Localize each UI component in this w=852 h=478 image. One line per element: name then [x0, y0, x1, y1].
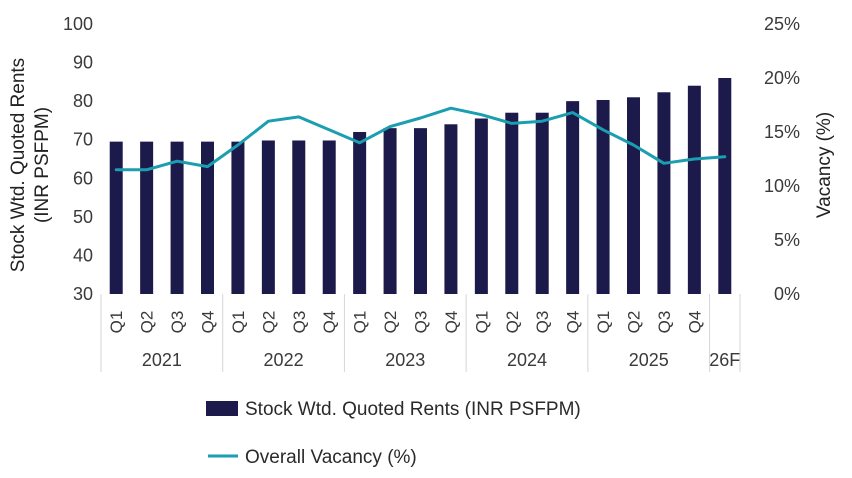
- left-y-tick-label: 90: [73, 53, 93, 73]
- legend: Stock Wtd. Quoted Rents (INR PSFPM) Over…: [206, 399, 581, 468]
- x-group-label: 2023: [385, 350, 425, 370]
- left-y-tick-label: 50: [73, 207, 93, 227]
- rent-bar: [596, 99, 610, 294]
- x-category-label: Q4: [320, 311, 339, 334]
- rent-bar: [322, 140, 336, 294]
- left-y-tick-label: 100: [63, 14, 93, 34]
- rent-bar: [170, 141, 184, 294]
- rent-bar: [261, 140, 275, 294]
- rent-bar: [474, 118, 488, 294]
- x-category-label: Q3: [412, 311, 431, 334]
- right-y-axis: 0% 5% 10% 15% 20% 25%: [764, 14, 800, 304]
- right-y-axis-title: Vacancy (%): [814, 112, 835, 218]
- x-category-label: Q3: [168, 311, 187, 334]
- x-category-label: Q4: [199, 311, 218, 334]
- x-category-label: Q2: [625, 311, 644, 334]
- left-y-tick-label: 40: [73, 245, 93, 265]
- x-category-label: Q1: [229, 311, 248, 334]
- right-y-tick-label: 0%: [774, 284, 800, 304]
- rent-bar: [657, 92, 671, 295]
- rent-bar: [535, 112, 549, 294]
- x-category-label: Q3: [655, 311, 674, 334]
- rent-bar: [718, 78, 732, 294]
- line-series: [114, 106, 727, 172]
- x-category-label: Q3: [290, 311, 309, 334]
- rent-bar: [566, 101, 580, 295]
- rent-bar: [505, 112, 519, 294]
- x-group-label: 2021: [142, 350, 182, 370]
- x-group-label: 2024: [507, 350, 547, 370]
- x-group-label: 26F: [709, 350, 740, 370]
- x-category-label: Q1: [594, 311, 613, 334]
- x-category-label: Q4: [685, 311, 704, 334]
- rent-bar: [231, 141, 245, 294]
- legend-line-label: Overall Vacancy (%): [245, 447, 417, 468]
- left-y-tick-label: 60: [73, 168, 93, 188]
- rent-bar: [414, 128, 427, 294]
- left-y-tick-label: 80: [73, 91, 93, 111]
- x-category-label: Q1: [107, 311, 126, 334]
- rent-bar: [383, 128, 397, 294]
- left-y-tick-label: 70: [73, 130, 93, 150]
- rent-bar: [627, 97, 640, 295]
- x-category-label: Q3: [533, 311, 552, 334]
- legend-bar-swatch: [206, 401, 238, 416]
- x-category-label: Q4: [564, 311, 583, 334]
- rent-bar: [353, 132, 367, 294]
- rent-bar: [687, 85, 701, 294]
- rent-bar: [140, 141, 154, 294]
- x-category-label: Q2: [381, 311, 400, 334]
- x-category-label: Q1: [351, 311, 370, 334]
- right-y-tick-label: 5%: [774, 230, 800, 250]
- legend-bar-label: Stock Wtd. Quoted Rents (INR PSFPM): [245, 399, 581, 420]
- rent-bar: [292, 140, 306, 294]
- x-group-label: 2022: [264, 350, 304, 370]
- rent-bar: [201, 141, 214, 294]
- right-y-tick-label: 20%: [764, 68, 800, 88]
- x-category-label: Q2: [138, 311, 157, 334]
- bar-series: [109, 78, 732, 295]
- right-y-tick-label: 10%: [764, 176, 800, 196]
- right-y-tick-label: 25%: [764, 14, 800, 34]
- x-category-label: Q2: [503, 311, 522, 334]
- left-y-axis-title-line-1: Stock Wtd. Quoted Rents: [8, 58, 29, 272]
- x-category-label: Q4: [442, 311, 461, 334]
- right-y-tick-label: 15%: [764, 122, 800, 142]
- x-category-label: Q2: [259, 311, 278, 334]
- left-y-tick-label: 30: [73, 284, 93, 304]
- x-category-label: Q1: [472, 311, 491, 334]
- x-group-label: 2025: [629, 350, 669, 370]
- x-axis: Q1 Q2 Q3 Q4 Q1 Q2 Q3 Q4 Q1 Q2 Q3 Q4 Q1 Q2 Q3 Q4 Q1 Q2 Q3 Q4…: [100, 294, 741, 372]
- rent-bar: [109, 141, 123, 294]
- left-y-axis: 30 40 50 60 70 80 90 100: [63, 14, 93, 304]
- left-y-axis-title-line-2: (INR PSFPM): [32, 107, 53, 223]
- rent-bar: [444, 124, 458, 295]
